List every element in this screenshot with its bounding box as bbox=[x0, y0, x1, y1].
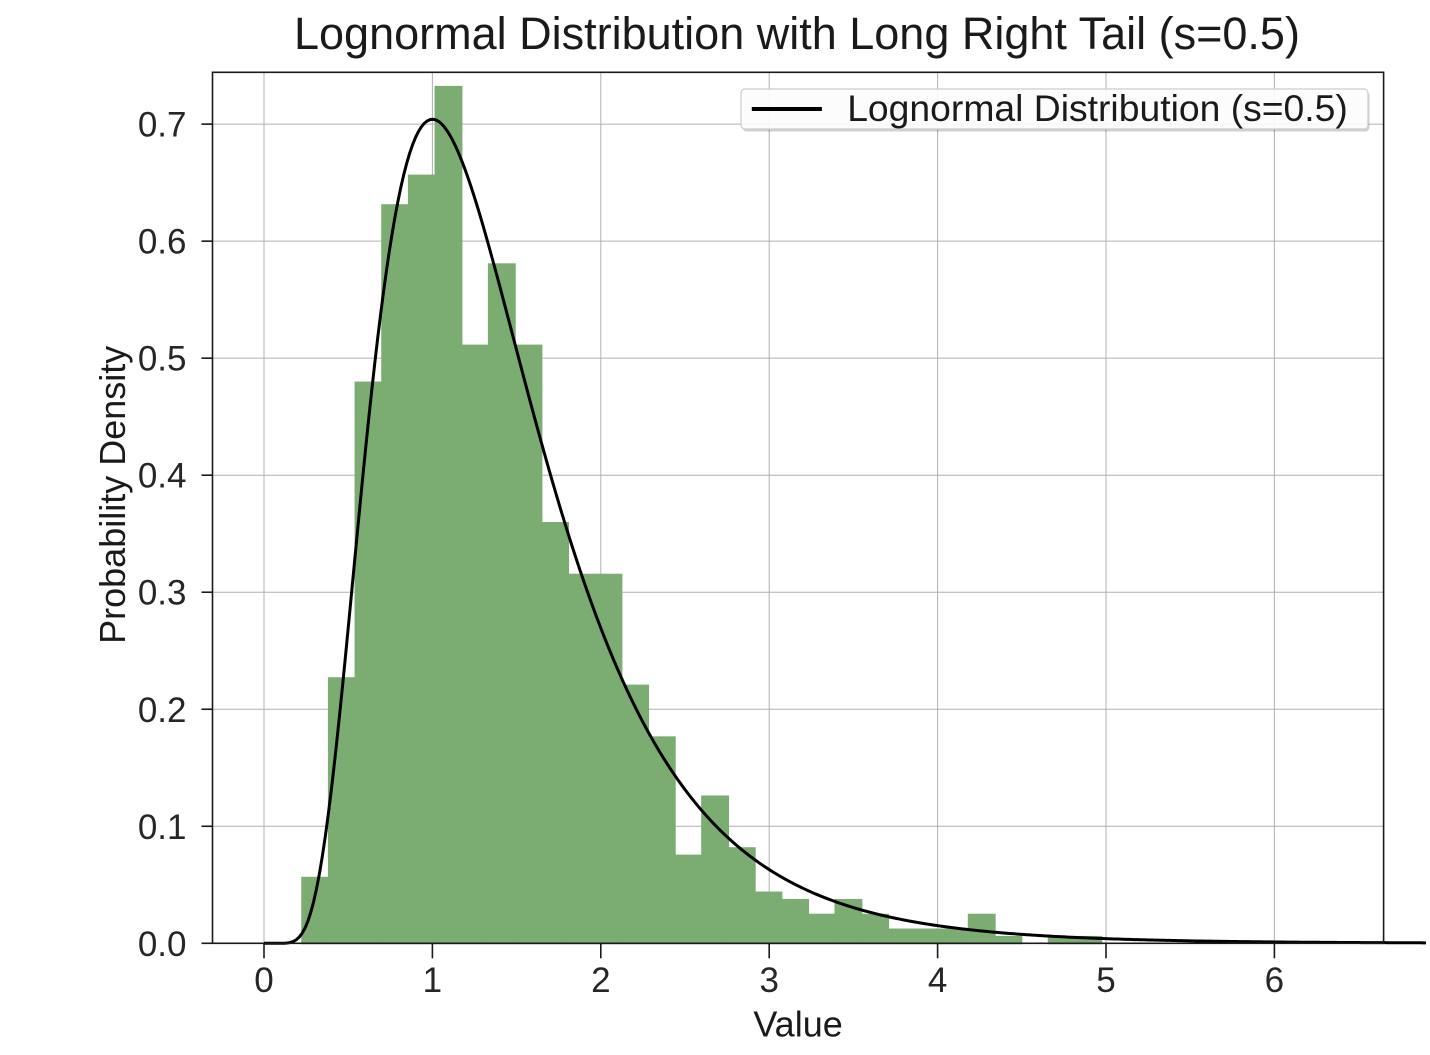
svg-text:0.4: 0.4 bbox=[138, 457, 187, 496]
svg-text:0.3: 0.3 bbox=[138, 574, 187, 613]
svg-text:0.6: 0.6 bbox=[138, 223, 187, 262]
svg-text:0.2: 0.2 bbox=[138, 691, 187, 730]
svg-text:Probability Density: Probability Density bbox=[92, 346, 133, 644]
svg-text:Lognormal Distribution (s=0.5): Lognormal Distribution (s=0.5) bbox=[847, 87, 1348, 129]
svg-text:5: 5 bbox=[1096, 961, 1115, 1000]
svg-text:0: 0 bbox=[254, 961, 273, 1000]
svg-text:6: 6 bbox=[1265, 961, 1284, 1000]
svg-text:2: 2 bbox=[591, 961, 610, 1000]
svg-text:0.7: 0.7 bbox=[138, 106, 187, 145]
svg-text:0.1: 0.1 bbox=[138, 808, 187, 847]
svg-text:Value: Value bbox=[753, 1004, 842, 1045]
svg-text:1: 1 bbox=[423, 961, 442, 1000]
svg-text:0.5: 0.5 bbox=[138, 340, 187, 379]
svg-text:0.0: 0.0 bbox=[138, 925, 187, 964]
svg-text:Lognormal Distribution with Lo: Lognormal Distribution with Long Right T… bbox=[294, 8, 1300, 59]
svg-text:3: 3 bbox=[759, 961, 778, 1000]
svg-text:4: 4 bbox=[928, 961, 947, 1000]
